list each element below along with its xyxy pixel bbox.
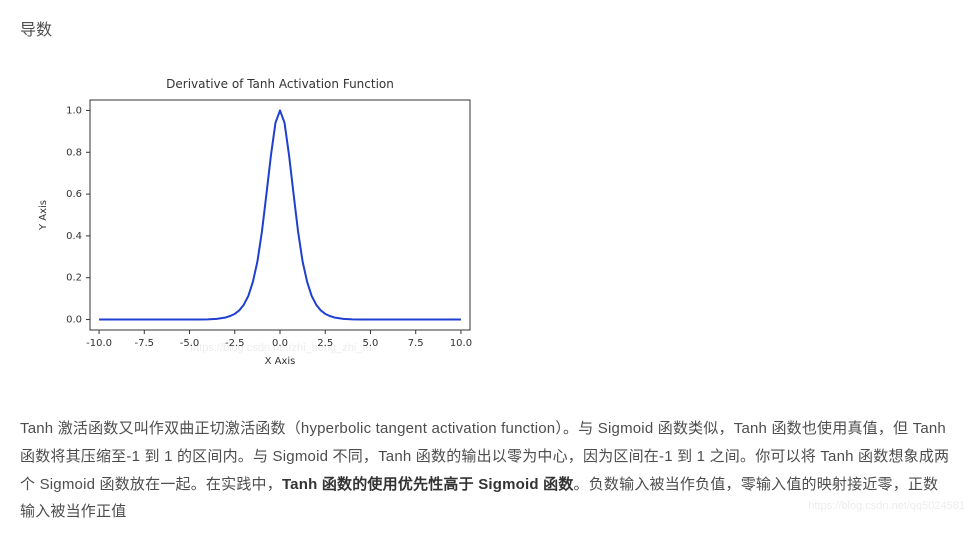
- svg-text:7.5: 7.5: [408, 338, 424, 349]
- chart-container: -10.0 -7.5 -5.0 -2.5 0.0 2.5 5.0 7.5 10.0 0.0 0.2 0…: [20, 64, 953, 379]
- svg-text:0.4: 0.4: [66, 231, 82, 242]
- section-heading: 导数: [20, 16, 953, 40]
- svg-text:0.6: 0.6: [66, 189, 82, 200]
- svg-text:-7.5: -7.5: [135, 338, 155, 349]
- svg-text:Derivative of Tanh Activation: Derivative of Tanh Activation Function: [166, 77, 394, 91]
- paragraph-bold: Tanh 函数的使用优先性高于 Sigmoid 函数: [282, 476, 574, 493]
- svg-text:10.0: 10.0: [450, 338, 472, 349]
- svg-text:5.0: 5.0: [363, 338, 379, 349]
- svg-text:-10.0: -10.0: [86, 338, 112, 349]
- svg-text:X Axis: X Axis: [265, 356, 296, 367]
- svg-text:-2.5: -2.5: [225, 338, 245, 349]
- svg-text:-5.0: -5.0: [180, 338, 200, 349]
- svg-text:Y Axis: Y Axis: [38, 200, 49, 231]
- svg-text:0.0: 0.0: [66, 315, 82, 326]
- svg-text:0.0: 0.0: [272, 338, 288, 349]
- svg-text:0.8: 0.8: [66, 147, 82, 158]
- svg-text:2.5: 2.5: [317, 338, 333, 349]
- svg-text:1.0: 1.0: [66, 105, 82, 116]
- svg-text:0.2: 0.2: [66, 273, 82, 284]
- tanh-derivative-chart: -10.0 -7.5 -5.0 -2.5 0.0 2.5 5.0 7.5 10.0 0.0 0.2 0…: [20, 64, 490, 374]
- description-paragraph: Tanh 激活函数又叫作双曲正切激活函数（hyperbolic tangent …: [20, 415, 953, 526]
